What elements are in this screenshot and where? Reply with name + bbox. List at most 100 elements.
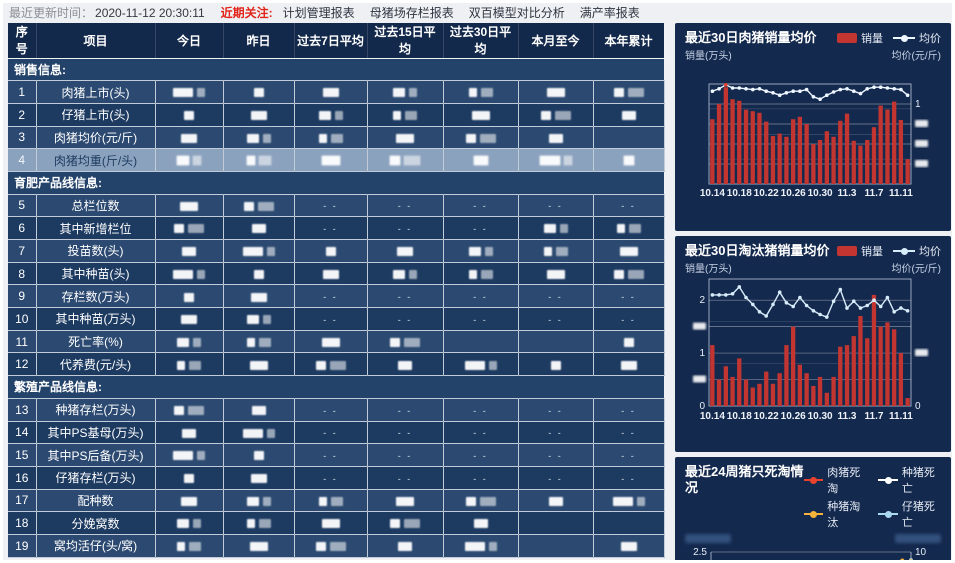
sales-bar[interactable] bbox=[743, 379, 749, 407]
avg-price-point[interactable] bbox=[757, 310, 762, 314]
sales-bar[interactable] bbox=[716, 104, 722, 184]
legend-item-0[interactable]: 肉猪死淘 bbox=[803, 464, 867, 496]
avg-price-point[interactable] bbox=[852, 89, 856, 93]
sales-bar[interactable] bbox=[851, 140, 856, 184]
sales-bar[interactable] bbox=[764, 371, 769, 406]
avg-price-point[interactable] bbox=[825, 315, 829, 319]
legend-item-0[interactable]: 销量 bbox=[837, 243, 883, 259]
avg-price-point[interactable] bbox=[717, 87, 721, 91]
sales-bar[interactable] bbox=[750, 387, 755, 407]
sales-bar[interactable] bbox=[811, 144, 816, 184]
sales-bar[interactable] bbox=[811, 385, 816, 406]
sales-bar[interactable] bbox=[804, 373, 809, 406]
avg-price-point[interactable] bbox=[791, 89, 795, 93]
avg-price-point[interactable] bbox=[724, 293, 728, 297]
avg-price-point[interactable] bbox=[737, 86, 742, 90]
sales-bar[interactable] bbox=[750, 111, 755, 184]
sales-bar[interactable] bbox=[838, 120, 843, 184]
sales-bar[interactable] bbox=[824, 131, 829, 184]
sales-bar[interactable] bbox=[898, 353, 903, 406]
avg-price-point[interactable] bbox=[865, 303, 869, 308]
avg-price-point[interactable] bbox=[771, 302, 775, 307]
sales-bar[interactable] bbox=[710, 345, 715, 406]
avg-price-point[interactable] bbox=[858, 306, 863, 310]
sales-bar[interactable] bbox=[878, 326, 883, 406]
table-row-6[interactable]: 6 其中新增栏位 - - - - - - bbox=[8, 216, 665, 240]
avg-price-point[interactable] bbox=[892, 87, 896, 91]
table-row-3[interactable]: 3 肉猪均价(元/斤) bbox=[8, 126, 665, 150]
sales-bar[interactable] bbox=[730, 99, 735, 184]
sales-bar[interactable] bbox=[858, 145, 863, 184]
avg-price-point[interactable] bbox=[744, 295, 748, 300]
report-link-3[interactable]: 满产率报表 bbox=[579, 6, 640, 20]
sales-bar[interactable] bbox=[824, 392, 829, 406]
avg-price-point[interactable] bbox=[710, 293, 715, 297]
avg-price-point[interactable] bbox=[885, 86, 890, 90]
table-row-8[interactable]: 8 其中种苗(头) bbox=[8, 262, 665, 286]
sales-bar[interactable] bbox=[817, 376, 823, 406]
sales-bar[interactable] bbox=[865, 338, 870, 406]
avg-price-point[interactable] bbox=[777, 290, 782, 294]
avg-price-point[interactable] bbox=[899, 87, 903, 92]
avg-price-point[interactable] bbox=[744, 87, 748, 91]
legend-item-1[interactable]: 种猪死亡 bbox=[878, 464, 941, 496]
avg-price-point[interactable] bbox=[757, 87, 762, 91]
avg-price-point[interactable] bbox=[811, 95, 816, 99]
avg-price-point[interactable] bbox=[811, 309, 816, 313]
sales-bar[interactable] bbox=[892, 101, 897, 184]
avg-price-point[interactable] bbox=[764, 89, 768, 93]
legend-item-1[interactable]: 均价 bbox=[893, 243, 941, 259]
legend-item-0[interactable]: 销量 bbox=[837, 30, 883, 46]
series-point[interactable] bbox=[900, 558, 905, 563]
sales-bar[interactable] bbox=[757, 112, 762, 184]
avg-price-point[interactable] bbox=[852, 299, 856, 303]
avg-price-point[interactable] bbox=[771, 91, 775, 95]
sales-bar[interactable] bbox=[764, 121, 769, 184]
avg-price-point[interactable] bbox=[878, 85, 883, 89]
sales-bar[interactable] bbox=[844, 113, 850, 184]
avg-price-point[interactable] bbox=[730, 292, 735, 296]
avg-price-point[interactable] bbox=[905, 93, 910, 97]
table-row-11[interactable]: 11 死亡率(%) bbox=[8, 330, 665, 354]
table-row-15[interactable]: 15 其中PS后备(万头) - - - - - - - - - - bbox=[8, 443, 665, 467]
avg-price-point[interactable] bbox=[798, 89, 802, 93]
table-row-9[interactable]: 9 存栏数(万头) - - - - - - - - - - bbox=[8, 284, 665, 309]
table-row-19[interactable]: 19 窝均活仔(头/窝) bbox=[8, 534, 665, 558]
sales-bar[interactable] bbox=[797, 116, 802, 184]
avg-price-point[interactable] bbox=[872, 298, 876, 302]
avg-price-point[interactable] bbox=[804, 87, 809, 92]
sales-bar[interactable] bbox=[770, 383, 776, 406]
series-point[interactable] bbox=[909, 558, 913, 562]
sales-bar[interactable] bbox=[871, 127, 877, 184]
avg-price-point[interactable] bbox=[777, 93, 782, 97]
avg-price-point[interactable] bbox=[878, 304, 883, 309]
table-row-1[interactable]: 1 肉猪上市(头) bbox=[8, 80, 665, 104]
table-row-16[interactable]: 16 仔猪存栏(万头) - - - - - - - - - - bbox=[8, 466, 665, 490]
avg-price-point[interactable] bbox=[885, 295, 890, 300]
table-row-7[interactable]: 7 投苗数(头) bbox=[8, 239, 665, 263]
table-row-12[interactable]: 12 代养费(元/头) bbox=[8, 352, 665, 377]
avg-price-point[interactable] bbox=[831, 90, 836, 94]
avg-price-point[interactable] bbox=[804, 303, 809, 308]
sales-bar[interactable] bbox=[743, 109, 749, 184]
sales-bar[interactable] bbox=[791, 119, 796, 184]
sales-bar[interactable] bbox=[844, 345, 850, 406]
sales-bar[interactable] bbox=[831, 376, 836, 406]
avg-price-point[interactable] bbox=[825, 93, 829, 97]
avg-price-point[interactable] bbox=[892, 310, 896, 314]
sales-bar[interactable] bbox=[797, 364, 802, 406]
table-row-17[interactable]: 17 配种数 bbox=[8, 489, 665, 513]
sales-bar[interactable] bbox=[817, 140, 823, 184]
report-link-0[interactable]: 计划管理报表 bbox=[282, 6, 355, 20]
sales-bar[interactable] bbox=[716, 379, 722, 407]
avg-price-point[interactable] bbox=[730, 86, 735, 90]
series-point[interactable] bbox=[909, 559, 913, 563]
avg-price-point[interactable] bbox=[858, 91, 863, 96]
avg-price-point[interactable] bbox=[764, 314, 768, 318]
sales-bar[interactable] bbox=[885, 109, 890, 184]
table-row-13[interactable]: 13 种猪存栏(万头) - - - - - - - - - - bbox=[8, 398, 665, 422]
sales-bar[interactable] bbox=[784, 136, 789, 184]
avg-price-point[interactable] bbox=[845, 306, 849, 310]
sales-bar[interactable] bbox=[831, 136, 836, 184]
sales-bar[interactable] bbox=[723, 87, 728, 184]
